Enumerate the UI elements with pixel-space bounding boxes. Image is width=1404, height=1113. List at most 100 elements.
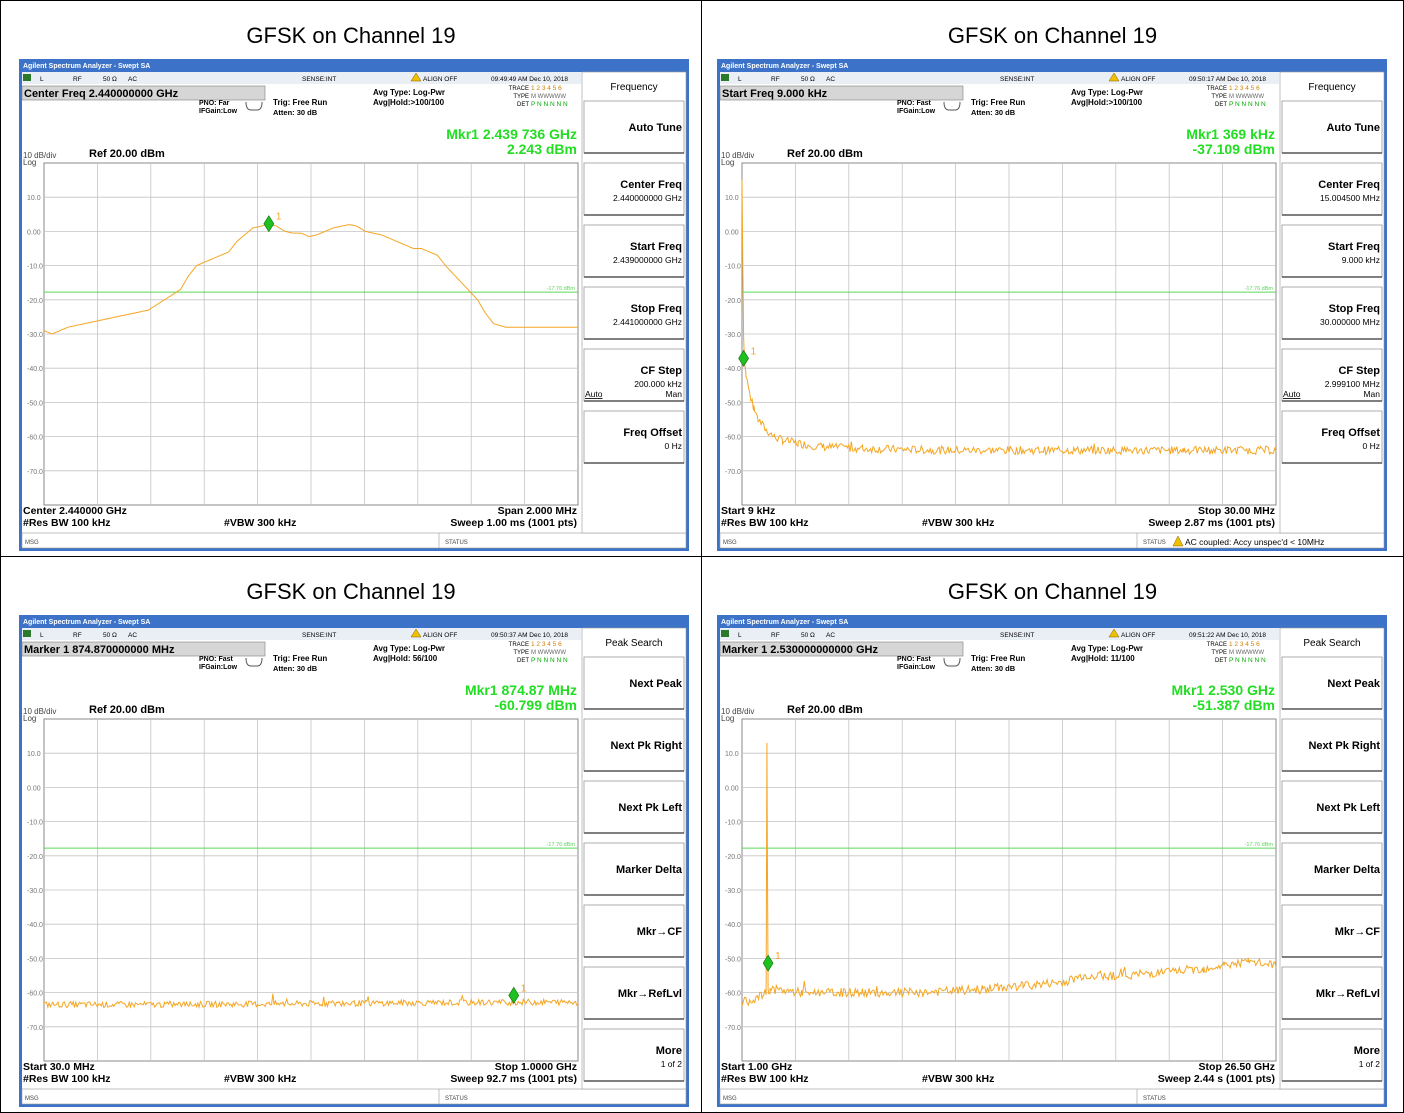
softkey-option-man[interactable]: Man	[1363, 389, 1380, 399]
softkey-button[interactable]	[1281, 718, 1383, 772]
softkey-button[interactable]	[1281, 224, 1383, 278]
softkey-label[interactable]: More	[656, 1045, 682, 1057]
softkey-label[interactable]: Next Peak	[1327, 678, 1380, 690]
softkey-label[interactable]: Stop Freq	[1329, 303, 1380, 315]
softkey-label[interactable]: Mkr→CF	[637, 926, 683, 938]
softkey-label[interactable]: Auto Tune	[1326, 122, 1380, 134]
marker-diamond[interactable]	[762, 954, 774, 972]
status-l: L	[40, 632, 44, 639]
softkey-label[interactable]: Next Pk Left	[618, 802, 682, 814]
softkey-option-auto[interactable]: Auto	[585, 389, 603, 399]
marker-diamond[interactable]	[738, 349, 749, 367]
softkey-value[interactable]: 2.440000000 GHz	[613, 193, 682, 203]
softkey-value[interactable]: 9.000 kHz	[1342, 255, 1380, 265]
softkey-button[interactable]	[1281, 162, 1383, 216]
softkey-label[interactable]: More	[1354, 1045, 1380, 1057]
status-coupling: AC	[826, 632, 835, 639]
type-value: M WWWWW	[531, 650, 566, 656]
softkey-value[interactable]: 0 Hz	[665, 441, 682, 451]
softkey-button[interactable]	[1281, 100, 1383, 154]
softkey-button[interactable]	[583, 348, 685, 402]
softkey-button[interactable]	[583, 100, 685, 154]
marker-diamond[interactable]	[263, 215, 275, 233]
softkey-button[interactable]	[1281, 348, 1383, 402]
softkey-button[interactable]	[583, 966, 685, 1020]
softkey-label[interactable]: Mkr→RefLvl	[618, 988, 682, 1000]
softkey-label[interactable]: Next Peak	[629, 678, 682, 690]
softkey-label[interactable]: Freq Offset	[623, 427, 682, 439]
limit-label: -17.76 dBm	[547, 286, 576, 292]
active-param[interactable]: Marker 1 2.530000000000 GHz	[722, 644, 878, 656]
softkey-button[interactable]	[583, 162, 685, 216]
softkey-button[interactable]	[1281, 410, 1383, 464]
softkey-button[interactable]	[583, 842, 685, 896]
softkey-label[interactable]: Stop Freq	[631, 303, 682, 315]
softkey-label[interactable]: Center Freq	[1318, 179, 1380, 191]
trigger-icon	[245, 101, 263, 111]
marker-diamond[interactable]	[508, 986, 520, 1004]
softkey-button[interactable]	[1281, 656, 1383, 710]
ref-level: Ref 20.00 dBm	[787, 704, 863, 716]
softkey-button[interactable]	[1281, 966, 1383, 1020]
softkey-button[interactable]	[583, 904, 685, 958]
status-align: ALIGN OFF	[423, 76, 457, 83]
active-param[interactable]: Center Freq 2.440000000 GHz	[24, 88, 179, 100]
limit-label: -17.76 dBm	[547, 842, 576, 848]
softkey-value[interactable]: 2.999100 MHz	[1325, 379, 1380, 389]
softkey-button[interactable]	[583, 656, 685, 710]
softkey-label[interactable]: CF Step	[640, 365, 682, 377]
softkey-label[interactable]: Marker Delta	[616, 864, 683, 876]
softkey-button[interactable]	[583, 286, 685, 340]
softkey-button[interactable]	[583, 718, 685, 772]
active-param-box[interactable]	[719, 641, 964, 657]
softkey-label[interactable]: CF Step	[1338, 365, 1380, 377]
active-param[interactable]: Start Freq 9.000 kHz	[722, 88, 828, 100]
start-or-center-freq: Start 30.0 MHz	[23, 1061, 95, 1073]
softkey-option-man[interactable]: Man	[665, 389, 682, 399]
softkey-button[interactable]	[1281, 842, 1383, 896]
active-param-box[interactable]	[21, 641, 266, 657]
active-param-box[interactable]	[719, 85, 964, 101]
softkey-button[interactable]	[583, 410, 685, 464]
softkey-label[interactable]: Start Freq	[1328, 241, 1380, 253]
softkey-button[interactable]	[1281, 1028, 1383, 1082]
softkey-label[interactable]: Marker Delta	[1314, 864, 1381, 876]
softkey-button[interactable]	[1281, 904, 1383, 958]
y-tick-label: -30.0	[725, 332, 741, 339]
atten-setting: Atten: 30 dB	[971, 108, 1016, 117]
pno-setting: PNO: Fast	[897, 656, 932, 663]
softkey-value[interactable]: 2.439000000 GHz	[613, 255, 682, 265]
active-param-box[interactable]	[21, 85, 266, 101]
softkey-value[interactable]: 1 of 2	[1359, 1059, 1381, 1069]
softkey-option-auto[interactable]: Auto	[1283, 389, 1301, 399]
type-value: M WWWWW	[1229, 94, 1264, 100]
softkey-label[interactable]: Freq Offset	[1321, 427, 1380, 439]
softkey-label[interactable]: Next Pk Left	[1316, 802, 1380, 814]
softkey-button[interactable]	[583, 1028, 685, 1082]
softkey-button[interactable]	[583, 780, 685, 834]
softkey-label[interactable]: Start Freq	[630, 241, 682, 253]
softkey-value[interactable]: 15.004500 MHz	[1320, 193, 1380, 203]
spectrum-trace	[43, 223, 578, 335]
softkey-label[interactable]: Auto Tune	[628, 122, 682, 134]
y-tick-label: 0.00	[725, 785, 739, 792]
softkey-label[interactable]: Mkr→RefLvl	[1316, 988, 1380, 1000]
active-param[interactable]: Marker 1 874.870000000 MHz	[24, 644, 175, 656]
softkey-label[interactable]: Next Pk Right	[610, 740, 682, 752]
softkey-value[interactable]: 200.000 kHz	[634, 379, 682, 389]
status-sense: SENSE:INT	[1000, 76, 1034, 83]
softkey-label[interactable]: Center Freq	[620, 179, 682, 191]
softkey-button[interactable]	[1281, 780, 1383, 834]
softkey-button[interactable]	[583, 224, 685, 278]
softkey-value[interactable]: 1 of 2	[661, 1059, 683, 1069]
softkey-label[interactable]: Next Pk Right	[1308, 740, 1380, 752]
det-label: DET	[517, 658, 529, 664]
softkey-value[interactable]: 2.441000000 GHz	[613, 317, 682, 327]
softkey-label[interactable]: Mkr→CF	[1335, 926, 1381, 938]
softkey-button[interactable]	[1281, 286, 1383, 340]
softkey-value[interactable]: 0 Hz	[1363, 441, 1380, 451]
status-impedance: 50 Ω	[103, 76, 117, 83]
spectrum-analyzer-screen: Agilent Spectrum Analyzer - Swept SA L RF 5…	[717, 59, 1387, 551]
spectrum-trace	[741, 742, 1277, 1007]
softkey-value[interactable]: 30.000000 MHz	[1320, 317, 1380, 327]
